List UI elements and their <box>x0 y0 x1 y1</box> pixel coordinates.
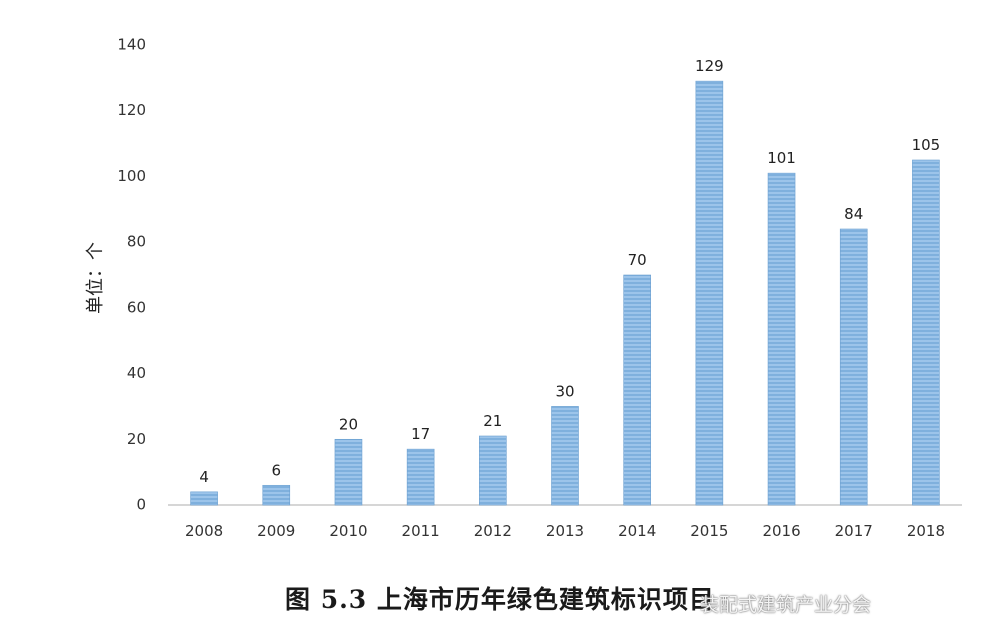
x-tick-label-2016: 2016 <box>762 522 800 540</box>
data-label-2018: 105 <box>912 136 941 154</box>
y-tick-label: 0 <box>136 496 146 514</box>
x-tick-label-2014: 2014 <box>618 522 656 540</box>
figure-caption: 图 5.3 上海市历年绿色建筑标识项目 <box>285 585 715 614</box>
bar-2008 <box>190 491 218 506</box>
x-tick-label-2008: 2008 <box>185 522 223 540</box>
y-axis-label: 单位：个 <box>85 242 106 314</box>
x-tick-label-2011: 2011 <box>402 522 440 540</box>
y-tick-label: 120 <box>117 101 146 119</box>
x-tick-label-2012: 2012 <box>474 522 512 540</box>
y-tick-label: 20 <box>127 430 146 448</box>
bar-2016 <box>767 172 796 506</box>
y-tick-label: 100 <box>117 167 146 185</box>
data-label-2009: 6 <box>271 461 281 479</box>
data-label-2013: 30 <box>555 382 574 400</box>
y-tick-label: 140 <box>117 36 146 54</box>
data-label-2012: 21 <box>483 412 502 430</box>
data-label-2008: 4 <box>199 468 209 486</box>
bar-2014 <box>623 274 651 506</box>
bar-2015 <box>695 80 724 506</box>
bar-2012 <box>479 435 507 506</box>
bars <box>190 80 940 506</box>
y-tick-label: 80 <box>127 233 146 251</box>
data-label-2014: 70 <box>628 251 647 269</box>
x-tick-label-2018: 2018 <box>907 522 945 540</box>
bar-2010 <box>334 438 363 506</box>
data-label-2016: 101 <box>767 149 796 167</box>
x-tick-label-2017: 2017 <box>835 522 873 540</box>
y-tick-label: 60 <box>127 298 146 316</box>
data-label-2010: 20 <box>339 415 358 433</box>
data-labels: 4 6 20 17 21 30 70 129 101 84 105 <box>199 57 940 486</box>
bar-2017 <box>839 228 868 506</box>
y-axis-ticks: 0 20 40 60 80 100 120 140 <box>117 36 146 514</box>
bar-2011 <box>406 448 435 506</box>
data-label-2015: 129 <box>695 57 724 75</box>
x-tick-label-2013: 2013 <box>546 522 584 540</box>
x-tick-label-2010: 2010 <box>329 522 367 540</box>
bar-2018 <box>912 159 940 506</box>
y-tick-label: 40 <box>127 364 146 382</box>
x-tick-label-2015: 2015 <box>690 522 728 540</box>
watermark: 装配式建筑产业分会 <box>700 594 872 616</box>
data-label-2017: 84 <box>844 205 863 223</box>
bar-2009 <box>262 484 291 506</box>
x-tick-label-2009: 2009 <box>257 522 295 540</box>
data-label-2011: 17 <box>411 425 430 443</box>
x-axis-ticks: 2008 2009 2010 2011 2012 2013 2014 2015 2016 2017… <box>185 522 945 540</box>
bar-2013 <box>551 406 579 506</box>
